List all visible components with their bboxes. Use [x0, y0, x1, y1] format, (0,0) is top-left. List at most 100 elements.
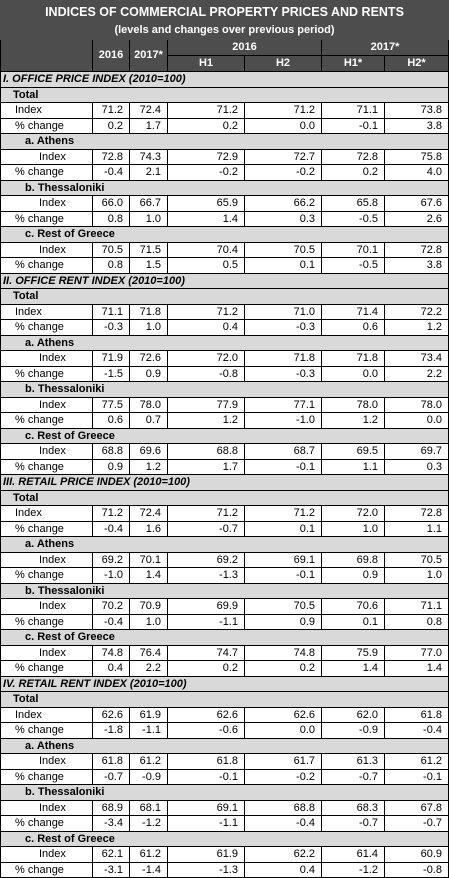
value-cell: 0.5	[168, 258, 245, 274]
value-cell: 1.4	[322, 661, 385, 677]
value-cell: 74.8	[93, 645, 130, 661]
value-cell: 0.1	[322, 614, 385, 630]
row-label: Index	[0, 103, 93, 119]
row-label: % change	[0, 211, 93, 227]
value-cell: 0.6	[93, 413, 130, 429]
column-header: 2017*	[130, 40, 168, 72]
value-cell: 1.0	[130, 320, 168, 336]
value-cell: 61.7	[245, 754, 322, 770]
value-cell: 66.0	[93, 196, 130, 212]
group-label: b. Thessaloniki	[0, 180, 449, 196]
row-label: % change	[0, 118, 93, 134]
value-cell: -1.3	[168, 568, 245, 584]
value-cell: 71.8	[322, 351, 385, 367]
value-cell: 74.7	[168, 645, 245, 661]
value-cell: 0.2	[322, 165, 385, 181]
value-cell: 1.4	[385, 661, 449, 677]
value-cell: 0.8	[385, 614, 449, 630]
group-label: a. Athens	[0, 537, 449, 553]
value-cell: -0.4	[93, 165, 130, 181]
value-cell: -0.2	[245, 165, 322, 181]
value-cell: 71.8	[245, 351, 322, 367]
value-cell: -1.3	[168, 862, 245, 878]
row-label: Index	[0, 552, 93, 568]
value-cell: -1.0	[93, 568, 130, 584]
value-cell: 0.4	[168, 320, 245, 336]
value-cell: 0.2	[93, 118, 130, 134]
value-cell: 61.2	[130, 754, 168, 770]
value-cell: 67.6	[385, 196, 449, 212]
value-cell: 71.5	[130, 242, 168, 258]
value-cell: 69.2	[93, 552, 130, 568]
value-cell: 70.4	[168, 242, 245, 258]
value-cell: 71.1	[322, 103, 385, 119]
value-cell: -0.2	[245, 769, 322, 785]
row-label: Index	[0, 242, 93, 258]
value-cell: 61.4	[322, 847, 385, 863]
value-cell: 72.4	[130, 103, 168, 119]
value-cell: -1.0	[245, 413, 322, 429]
value-cell: -0.3	[245, 320, 322, 336]
value-cell: 73.8	[385, 103, 449, 119]
value-cell: 78.0	[322, 397, 385, 413]
value-cell: 61.2	[385, 754, 449, 770]
value-cell: -0.7	[322, 769, 385, 785]
value-cell: -0.4	[385, 723, 449, 739]
value-cell: 72.4	[130, 506, 168, 522]
group-label: Total	[0, 87, 449, 103]
value-cell: 1.1	[322, 459, 385, 475]
column-subheader: H2*	[385, 56, 449, 72]
row-label: % change	[0, 614, 93, 630]
title: INDICES OF COMMERCIAL PROPERTY PRICES AN…	[0, 0, 449, 24]
value-cell: 77.0	[385, 645, 449, 661]
value-cell: 71.2	[93, 506, 130, 522]
value-cell: 75.9	[322, 645, 385, 661]
value-cell: 0.0	[385, 413, 449, 429]
value-cell: 1.6	[130, 521, 168, 537]
value-cell: 62.2	[245, 847, 322, 863]
value-cell: 0.0	[322, 366, 385, 382]
value-cell: 78.0	[385, 397, 449, 413]
value-cell: 75.8	[385, 149, 449, 165]
value-cell: 61.9	[130, 707, 168, 723]
value-cell: -0.8	[168, 366, 245, 382]
value-cell: 2.2	[385, 366, 449, 382]
value-cell: 1.4	[168, 211, 245, 227]
row-label: Index	[0, 847, 93, 863]
group-label: b. Thessaloniki	[0, 583, 449, 599]
value-cell: 65.9	[168, 196, 245, 212]
value-cell: -0.1	[168, 769, 245, 785]
value-cell: 62.6	[245, 707, 322, 723]
value-cell: -0.7	[322, 816, 385, 832]
value-cell: -0.7	[168, 521, 245, 537]
group-label: c. Rest of Greece	[0, 630, 449, 646]
value-cell: 72.8	[322, 149, 385, 165]
value-cell: -0.1	[245, 568, 322, 584]
value-cell: 61.2	[130, 847, 168, 863]
value-cell: 0.2	[168, 118, 245, 134]
group-label: a. Athens	[0, 335, 449, 351]
row-label: % change	[0, 521, 93, 537]
value-cell: -3.4	[93, 816, 130, 832]
row-label: Index	[0, 800, 93, 816]
value-cell: -0.5	[322, 258, 385, 274]
value-cell: 68.3	[322, 800, 385, 816]
value-cell: -0.8	[385, 862, 449, 878]
row-label: % change	[0, 769, 93, 785]
section-title: III. RETAIL PRICE INDEX (2010=100)	[0, 475, 449, 491]
value-cell: 0.8	[93, 258, 130, 274]
value-cell: 74.3	[130, 149, 168, 165]
value-cell: 72.8	[93, 149, 130, 165]
value-cell: -0.9	[130, 769, 168, 785]
value-cell: 68.9	[93, 800, 130, 816]
section-title: I. OFFICE PRICE INDEX (2010=100)	[0, 72, 449, 88]
value-cell: -1.1	[168, 816, 245, 832]
value-cell: 0.6	[322, 320, 385, 336]
row-label: % change	[0, 661, 93, 677]
row-label: Index	[0, 506, 93, 522]
value-cell: 69.7	[385, 444, 449, 460]
value-cell: -1.8	[93, 723, 130, 739]
value-cell: 1.0	[130, 211, 168, 227]
column-header: 2016	[168, 40, 322, 56]
value-cell: 71.1	[385, 599, 449, 615]
